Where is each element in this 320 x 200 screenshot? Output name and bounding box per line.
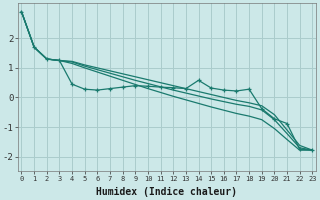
X-axis label: Humidex (Indice chaleur): Humidex (Indice chaleur)	[96, 187, 237, 197]
